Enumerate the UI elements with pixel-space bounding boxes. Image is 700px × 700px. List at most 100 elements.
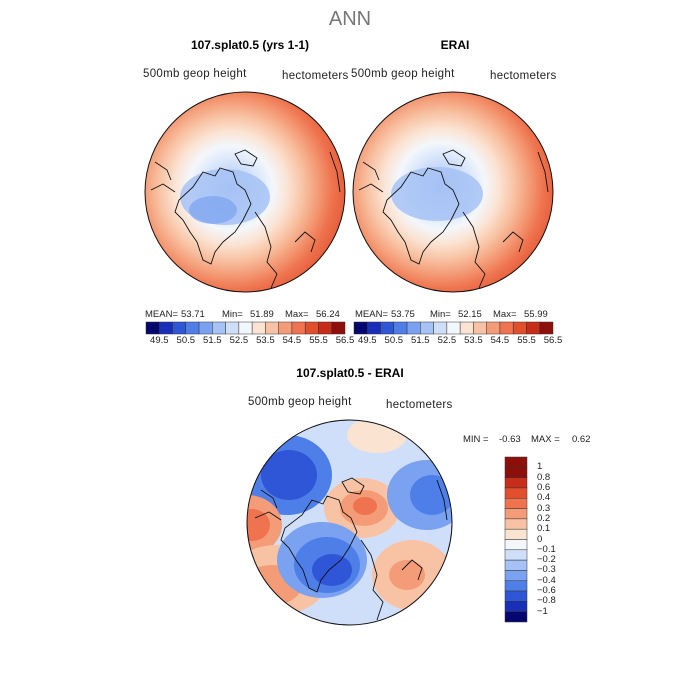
colorbar-cell [504,477,528,489]
panel-2-tick: 51.5 [411,335,430,346]
colorbar-cell [504,508,528,520]
colorbar-cell [504,539,528,551]
panel-1-title: 107.splat0.5 (yrs 1-1) [190,38,310,52]
panel-3-blue-center-core [312,554,352,586]
panel-3-red-west [247,495,282,555]
panel-3-tick: −0.2 [537,554,556,566]
panel-3-border [246,419,453,626]
panel-3-tick: 0.6 [537,481,551,493]
panel-2-tick: 55.5 [517,335,536,346]
panel-2-min-label: Min= [430,309,451,320]
colorbar-cell [291,321,306,335]
colorbar-cell [353,321,368,335]
panel-2-mean: 53.75 [391,309,415,320]
panel-1-tick: 51.5 [203,335,222,346]
panel-2-map [352,91,554,293]
panel-2-units: hectometers [490,70,557,82]
colorbar-cell [504,487,528,499]
colorbar-cell [504,570,528,581]
colorbar-cell [159,321,173,335]
panel-1-border [144,91,346,293]
panel-3-max: 0.62 [572,434,591,445]
colorbar-cell [225,321,240,335]
panel-3-min: -0.63 [499,434,521,445]
colorbar-cell [198,321,213,335]
panel-1-tick: 56.5 [335,335,355,346]
panel-1-tick: 53.5 [256,335,275,346]
panel-3-tick: −0.4 [537,574,556,586]
colorbar-cell [504,467,528,478]
panel-3-tick: 0.1 [537,523,551,535]
colorbar-cell [212,321,226,335]
panel-3-blue-east-core [410,475,452,515]
figure-title: ANN [328,8,372,30]
panel-1-min-label: Min= [222,309,243,320]
colorbar-cell [504,549,528,561]
colorbar-cell [318,321,332,335]
colorbar-cell [504,518,528,530]
panel-3-min-label: MIN = [463,434,489,445]
panel-1-tick: 50.5 [176,335,196,346]
panel-3-coastlines [254,477,448,621]
panel-3-field-label: 500mb geop height [248,396,352,408]
colorbar-cell [504,528,528,540]
colorbar-cell [367,321,381,335]
panel-3-red-se-core [389,560,425,590]
panel-1-tick: 54.5 [282,335,302,346]
panel-1-coastlines [150,149,341,289]
panel-3-tick: 0 [537,533,543,545]
panel-1-mean: 53.71 [181,309,205,320]
panel-1-tick: 49.5 [150,335,169,346]
colorbar-cell [539,321,554,335]
panel-2-low-center [391,167,483,221]
colorbar-cell [504,456,528,468]
panel-3-tick: 0.2 [537,512,551,524]
panel-3-title: 107.splat0.5 - ERAI [296,366,404,380]
colorbar-cell [304,321,319,335]
colorbar-cell [238,321,253,335]
colorbar-cell [185,321,200,335]
panel-2-colorbar-ticks: 49.5 50.5 51.5 52.5 53.5 54.5 55.5 56.5 [354,335,562,349]
panel-1-max-label: Max= [285,309,309,320]
colorbar-cell [473,321,487,335]
panel-1-max: 56.24 [316,309,340,320]
panel-3-tick: −0.8 [537,595,556,607]
colorbar-cell [504,590,528,602]
panel-3-colorbar [504,456,528,623]
panel-3-map [246,419,453,626]
colorbar-cell [504,580,528,592]
colorbar-cell [446,321,461,335]
colorbar-cell [433,321,448,335]
panel-3-tick: 0.8 [537,471,551,483]
panel-2-coastlines [358,149,549,289]
colorbar-cell [420,321,434,335]
panel-2-tick: 49.5 [358,335,377,346]
panel-2-tick: 50.5 [384,335,404,346]
colorbar-cell [504,498,528,509]
panel-3-red-center-core [353,497,377,515]
panel-3-max-label: MAX = [531,434,560,445]
colorbar-cell [486,321,501,335]
panel-2-colorbar [353,321,554,335]
colorbar-cell [504,559,528,571]
panel-1-field-label: 500mb geop height [143,68,247,80]
panel-1-min: 51.89 [250,309,274,320]
colorbar-cell [278,321,293,335]
panel-3-tick: 1 [537,461,543,473]
panel-3-tick: −0.6 [537,585,556,597]
colorbar-cell [265,321,279,335]
panel-3-tick: 0.3 [537,502,551,514]
colorbar-cell [504,611,528,623]
panel-3-red-west-core [247,509,270,541]
colorbar-cell [145,321,160,335]
panel-3-tick: −0.1 [537,543,556,555]
panel-2-title: ERAI [440,38,470,52]
panel-2-tick: 52.5 [437,335,457,346]
panel-3-blue-nw-core [261,450,317,500]
panel-1-units: hectometers [282,70,349,82]
panel-3-tick: 0.4 [537,492,551,504]
colorbar-cell [172,321,187,335]
panel-2-mean-label: MEAN= [355,309,388,320]
colorbar-cell [393,321,408,335]
